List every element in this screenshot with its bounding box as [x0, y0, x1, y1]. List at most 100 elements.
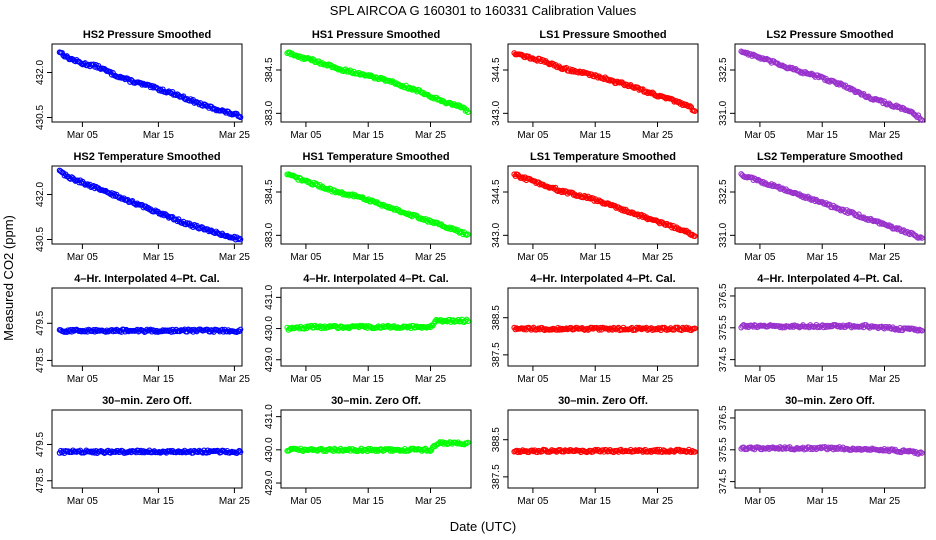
data-point — [522, 54, 528, 61]
data-point — [825, 323, 832, 330]
panel-frame — [734, 409, 926, 489]
data-point — [620, 81, 627, 87]
data-point — [562, 326, 569, 333]
y-tick-label: 331.0 — [718, 222, 729, 247]
figure-y-label: Measured CO2 (ppm) — [1, 215, 16, 341]
x-tick-label: Mar 25 — [869, 374, 901, 385]
data-point — [172, 91, 178, 98]
data-point — [799, 69, 805, 75]
x-tick-label: Mar 05 — [67, 496, 99, 507]
data-point — [692, 108, 698, 115]
data-point — [437, 97, 443, 103]
data-points — [738, 321, 925, 334]
x-tick-label: Mar 15 — [580, 252, 612, 263]
y-tick-label: 374.5 — [718, 347, 729, 372]
y-tick-label: 432.0 — [35, 60, 46, 85]
data-point — [156, 87, 162, 94]
y-tick-label: 376.5 — [718, 283, 729, 308]
data-point — [919, 450, 925, 456]
x-tick-label: Mar 15 — [580, 130, 612, 141]
x-tick-label: Mar 15 — [807, 252, 839, 263]
x-tick-label: Mar 25 — [869, 496, 901, 507]
x-tick-label: Mar 25 — [415, 252, 447, 263]
panel-frame — [51, 409, 243, 489]
y-tick-label: 478.5 — [35, 347, 46, 372]
data-point — [915, 112, 922, 119]
data-point — [417, 88, 424, 95]
data-point — [428, 447, 435, 453]
data-point — [448, 100, 454, 107]
x-tick-label: Mar 05 — [744, 496, 776, 507]
x-tick-label: Mar 25 — [869, 252, 901, 263]
data-points — [56, 447, 244, 456]
x-tick-label: Mar 25 — [869, 130, 901, 141]
data-point — [183, 221, 189, 228]
y-tick-label: 388.5 — [491, 305, 502, 330]
panel-title: 4–Hr. Interpolated 4–Pt. Cal. — [303, 273, 449, 285]
data-point — [215, 327, 222, 334]
data-point — [807, 71, 814, 78]
x-tick-label: Mar 05 — [67, 252, 99, 263]
y-tick-label: 478.5 — [35, 468, 46, 493]
x-tick-label: Mar 05 — [290, 374, 322, 385]
data-point — [639, 214, 646, 220]
x-tick-label: Mar 15 — [807, 130, 839, 141]
y-tick-label: 375.5 — [718, 315, 729, 340]
data-point — [692, 449, 698, 455]
y-tick-label: 343.0 — [491, 100, 502, 125]
y-tick-label: 376.5 — [718, 405, 729, 430]
x-tick-label: Mar 15 — [353, 130, 385, 141]
x-tick-label: Mar 05 — [517, 130, 549, 141]
data-point — [864, 215, 871, 222]
panel-title: 4–Hr. Interpolated 4–Pt. Cal. — [74, 273, 220, 285]
data-point — [166, 215, 172, 221]
x-tick-label: Mar 05 — [744, 374, 776, 385]
panel-frame — [507, 409, 699, 489]
data-point — [335, 189, 342, 195]
y-tick-label: 429.0 — [264, 470, 275, 495]
data-point — [631, 448, 638, 455]
panel-title: LS2 Temperature Smoothed — [757, 151, 903, 163]
y-tick-label: 479.5 — [35, 310, 46, 335]
data-point — [341, 447, 348, 454]
panel-frame — [507, 287, 699, 367]
data-point — [631, 85, 638, 91]
data-point — [236, 447, 243, 454]
x-tick-label: Mar 05 — [67, 130, 99, 141]
x-tick-label: Mar 25 — [642, 496, 674, 507]
panel-1-0: HS2 Temperature Smoothed Mar 05 Mar 15 Mar … — [35, 151, 250, 263]
data-point — [558, 326, 565, 333]
panel-title: HS2 Temperature Smoothed — [73, 151, 220, 163]
data-points — [511, 324, 698, 334]
data-point — [237, 114, 244, 121]
y-tick-label: 384.5 — [264, 179, 275, 204]
data-point — [78, 328, 85, 335]
data-point — [673, 98, 680, 104]
data-point — [661, 94, 668, 101]
data-point — [897, 104, 903, 111]
x-tick-label: Mar 05 — [290, 252, 322, 263]
data-point — [318, 184, 325, 191]
y-tick-label: 431.0 — [264, 404, 275, 429]
x-tick-label: Mar 25 — [642, 130, 674, 141]
panel-2-0: 4–Hr. Interpolated 4–Pt. Cal. Mar 05 Mar 1… — [35, 273, 250, 385]
x-tick-label: Mar 15 — [807, 374, 839, 385]
data-point — [647, 89, 653, 96]
panel-frame — [280, 43, 472, 123]
data-point — [237, 236, 244, 243]
data-point — [541, 59, 548, 65]
y-tick-label: 375.5 — [718, 437, 729, 462]
data-point — [237, 326, 244, 333]
panel-3-2: 30–min. Zero Off. Mar 05 Mar 15 Mar 25 388.5… — [491, 395, 699, 507]
data-points — [738, 443, 925, 457]
y-tick-label: 344.5 — [491, 179, 502, 204]
x-tick-label: Mar 25 — [219, 496, 251, 507]
x-tick-label: Mar 25 — [415, 496, 447, 507]
y-tick-label: 387.5 — [491, 342, 502, 367]
panel-0-2: LS1 Pressure Smoothed Mar 05 Mar 15 Mar 25 3… — [491, 29, 699, 141]
y-tick-label: 431.0 — [264, 284, 275, 309]
x-tick-label: Mar 15 — [143, 374, 175, 385]
x-tick-label: Mar 15 — [143, 252, 175, 263]
x-tick-label: Mar 15 — [143, 496, 175, 507]
